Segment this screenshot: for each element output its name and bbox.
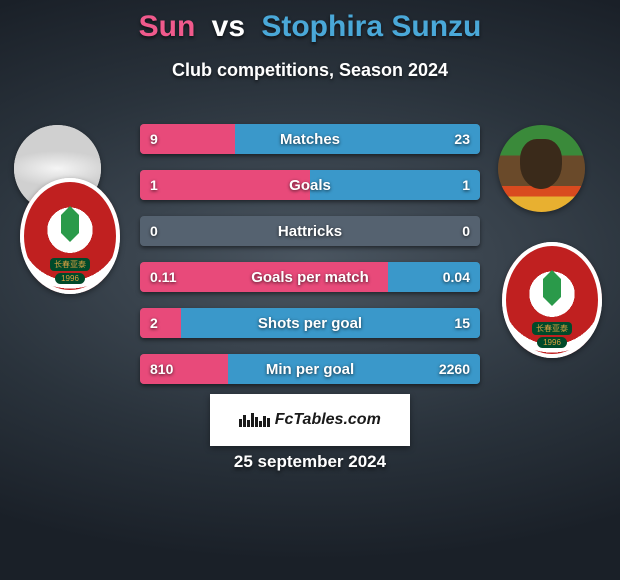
stat-label: Goals [140,170,480,200]
stats-table: 923Matches 11Goals 00Hattricks 0.110.04Goal… [140,124,480,400]
footer-date: 25 september 2024 [0,452,620,472]
player1-club-badge: 长春亚泰 1996 [20,178,120,294]
club-badge-chinese: 长春亚泰 [50,258,90,271]
footer-brand-box: FcTables.com [210,394,410,446]
subtitle: Club competitions, Season 2024 [0,60,620,81]
stat-label: Shots per goal [140,308,480,338]
title-vs: vs [212,10,245,43]
player2-photo [498,125,585,212]
club-badge-year: 1996 [55,273,85,284]
stat-label: Goals per match [140,262,480,292]
stat-row: 0.110.04Goals per match [140,262,480,292]
club-badge-chinese: 长春亚泰 [532,322,572,335]
stat-row: 8102260Min per goal [140,354,480,384]
stat-row: 11Goals [140,170,480,200]
stat-row: 923Matches [140,124,480,154]
stat-row: 00Hattricks [140,216,480,246]
stat-label: Min per goal [140,354,480,384]
fctables-chart-icon [239,413,270,427]
player1-name: Sun [139,10,196,43]
footer-brand-text: FcTables.com [275,411,381,429]
player2-club-badge: 长春亚泰 1996 [502,242,602,358]
stat-label: Hattricks [140,216,480,246]
stat-label: Matches [140,124,480,154]
comparison-title: Sun vs Stophira Sunzu [0,10,620,44]
club-badge-year: 1996 [537,337,567,348]
stat-row: 215Shots per goal [140,308,480,338]
player2-name: Stophira Sunzu [261,10,481,43]
